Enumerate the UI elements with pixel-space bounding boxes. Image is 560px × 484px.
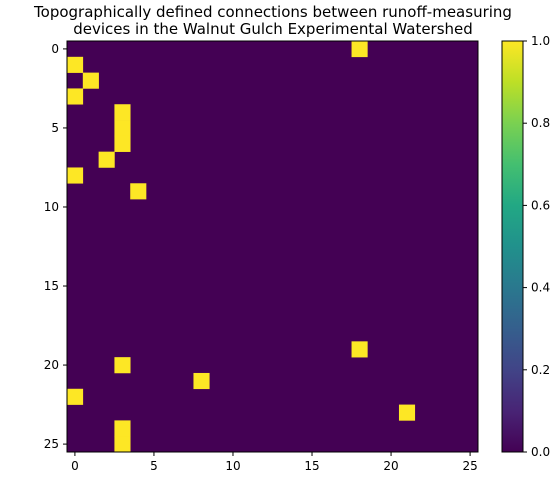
colorbar-tick-label-2: 0.4: [531, 281, 550, 295]
y-tick-label-5: 5: [51, 121, 59, 135]
heatmap-plot-area: [66, 40, 479, 453]
colorbar-gradient: [501, 40, 524, 453]
y-axis: 0 5 10 15 20 25: [44, 42, 67, 451]
y-tick-label-20: 20: [44, 358, 59, 372]
heatmap-cell-24-3: [114, 420, 131, 437]
heatmap-cell-3-0: [67, 88, 84, 105]
heatmap-cell-4-3: [114, 104, 131, 121]
x-tick-label-10: 10: [225, 459, 240, 473]
heatmap-cell-9-4: [130, 183, 147, 200]
heatmap-cell-23-21: [398, 404, 416, 421]
heatmap-cell-25-3: [114, 436, 131, 453]
x-tick-label-5: 5: [150, 459, 158, 473]
heatmap-background: [67, 41, 478, 452]
heatmap-cell-21-8: [193, 372, 210, 390]
colorbar-tick-label-3: 0.6: [531, 198, 550, 212]
colorbar-tick-label-5: 1.0: [531, 34, 550, 48]
y-tick-label-25: 25: [44, 437, 59, 451]
plot-frame: [66, 40, 479, 453]
heatmap-cell-5-3: [114, 120, 131, 137]
x-tick-label-0: 0: [71, 459, 79, 473]
x-tick-label-20: 20: [383, 459, 398, 473]
y-tick-label-15: 15: [44, 279, 59, 293]
x-tick-label-25: 25: [462, 459, 477, 473]
colorbar-tick-label-4: 0.8: [531, 116, 550, 130]
heatmap-cell-22-0: [67, 388, 84, 405]
heatmap-cell-20-3: [114, 357, 131, 374]
heatmap-cell-2-1: [82, 72, 99, 89]
x-tick-label-15: 15: [304, 459, 319, 473]
heatmap-cell-7-2: [98, 151, 115, 168]
y-tick-label-0: 0: [51, 42, 59, 56]
heatmap-cell-6-3: [114, 135, 131, 152]
heatmap-cell-8-0: [67, 167, 84, 184]
heatmap-cell-19-18: [351, 341, 368, 358]
heatmap-cell-1-0: [67, 56, 84, 73]
colorbar: 0.0 0.2 0.4 0.6 0.8 1.0: [501, 34, 550, 459]
colorbar-tick-label-1: 0.2: [531, 363, 550, 377]
y-tick-label-10: 10: [44, 200, 59, 214]
chart-title-line-2: devices in the Walnut Gulch Experimental…: [73, 20, 473, 38]
chart-title-line-1: Topographically defined connections betw…: [33, 3, 512, 21]
colorbar-tick-label-0: 0.0: [531, 445, 550, 459]
x-axis: 0 5 10 15 20 25: [71, 452, 478, 473]
heatmap-cell-0-18: [351, 41, 368, 58]
